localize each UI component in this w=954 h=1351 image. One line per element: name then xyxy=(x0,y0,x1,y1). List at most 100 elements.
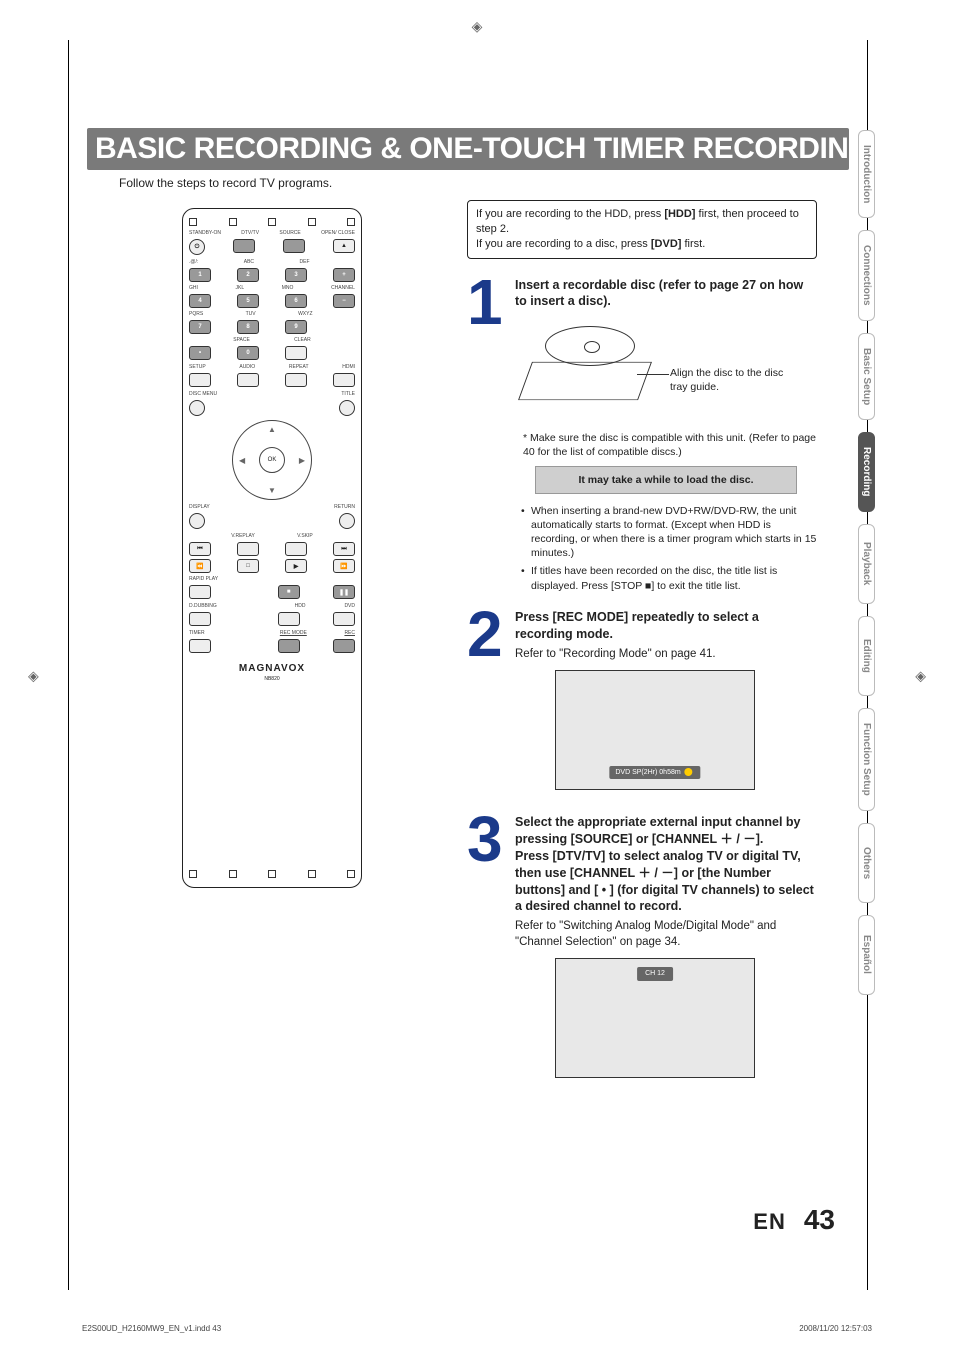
label-hdmi: HDMI xyxy=(342,364,355,370)
step-3-subtext: Refer to "Switching Analog Mode/Digital … xyxy=(515,919,817,950)
side-tab-connections[interactable]: Connections xyxy=(858,230,875,321)
rec-mode-button[interactable] xyxy=(278,639,300,653)
nav-right-icon: ▶ xyxy=(299,456,305,465)
load-delay-note: It may take a while to load the disc. xyxy=(535,466,797,494)
ff-button[interactable]: ⏩ xyxy=(333,559,355,573)
ok-button[interactable]: OK xyxy=(259,447,285,473)
section-title-band: BASIC RECORDING & ONE-TOUCH TIMER RECORD… xyxy=(87,128,849,170)
disc-menu-button[interactable] xyxy=(189,400,205,416)
num-2-button[interactable]: 2 xyxy=(237,268,259,282)
step-3-heading: Select the appropriate external input ch… xyxy=(515,814,817,915)
open-close-button[interactable]: ▲ xyxy=(333,239,355,253)
label-ghi: GHI xyxy=(189,285,198,291)
dvd-button[interactable] xyxy=(333,612,355,626)
return-button[interactable] xyxy=(339,513,355,529)
clear-button[interactable] xyxy=(285,346,307,360)
num-8-button[interactable]: 8 xyxy=(237,320,259,334)
label-channel: CHANNEL xyxy=(331,285,355,291)
num-1-button[interactable]: 1 xyxy=(189,268,211,282)
nav-left-icon: ◀ xyxy=(239,456,245,465)
skip-fwd-button[interactable]: ⏭ xyxy=(333,542,355,556)
step-1: 1 Insert a recordable disc (refer to pag… xyxy=(467,277,817,597)
rew-button[interactable]: ⏪ xyxy=(189,559,211,573)
step-1-bullet-2: If titles have been recorded on the disc… xyxy=(521,564,817,592)
step-1-number: 1 xyxy=(467,277,515,597)
step-3-number: 3 xyxy=(467,814,515,1090)
label-audio: AUDIO xyxy=(239,364,255,370)
label-jkl: JKL xyxy=(236,285,245,291)
rapid-play-button[interactable] xyxy=(189,585,211,599)
stop-button[interactable]: ■ xyxy=(278,585,300,599)
label-wxyz: WXYZ xyxy=(298,311,312,317)
remote-model: NB820 xyxy=(189,676,355,682)
label-rec: REC xyxy=(344,630,355,636)
infobox-dvd-bold: [DVD] xyxy=(651,238,682,250)
nav-up-icon: ▲ xyxy=(268,425,276,434)
section-title: BASIC RECORDING & ONE-TOUCH TIMER RECORD… xyxy=(95,132,841,166)
label-dtvtv: DTV/TV xyxy=(241,230,259,236)
vskip-button[interactable] xyxy=(285,542,307,556)
side-tab-others[interactable]: Others xyxy=(858,823,875,903)
infobox-line2-post: first. xyxy=(681,238,705,250)
dtvtv-button[interactable] xyxy=(233,239,255,253)
side-tab-introduction[interactable]: Introduction xyxy=(858,130,875,218)
print-meta-file: E2S00UD_H2160MW9_EN_v1.indd 43 xyxy=(82,1324,221,1333)
num-7-button[interactable]: 7 xyxy=(189,320,211,334)
cropmark-left: ◈ xyxy=(28,667,39,684)
display-button[interactable] xyxy=(189,513,205,529)
label-def: DEF xyxy=(300,259,310,265)
disc-caption: Align the disc to the disc tray guide. xyxy=(670,366,790,394)
label-pqrs: PQRS xyxy=(189,311,203,317)
side-tab-español[interactable]: Español xyxy=(858,915,875,995)
pause-button[interactable]: ❚❚ xyxy=(333,585,355,599)
side-tab-playback[interactable]: Playback xyxy=(858,524,875,604)
label-hdd: HDD xyxy=(295,603,306,609)
side-tab-strip: Introduction Connections Basic Setup Record… xyxy=(858,130,875,995)
dot-button[interactable]: • xyxy=(189,346,211,360)
side-tab-recording[interactable]: Recording xyxy=(858,432,875,512)
setup-button[interactable] xyxy=(189,373,211,387)
infobox-line1-pre: If you are recording to the HDD, press xyxy=(476,208,664,220)
ch-up-button[interactable]: + xyxy=(333,268,355,282)
label-return: RETURN xyxy=(334,504,355,510)
channel-screen: CH 12 xyxy=(555,958,755,1078)
side-tab-function-setup[interactable]: Function Setup xyxy=(858,708,875,811)
rec-button[interactable] xyxy=(333,639,355,653)
repeat-button[interactable] xyxy=(285,373,307,387)
hdmi-button[interactable] xyxy=(333,373,355,387)
remote-column: STANDBY-ON DTV/TV SOURCE OPEN/ CLOSE ⏻ ▲… xyxy=(87,200,457,1102)
num-9-button[interactable]: 9 xyxy=(285,320,307,334)
label-repeat: REPEAT xyxy=(289,364,309,370)
rec-mode-osd-strip: DVD SP(2Hr) 0h58m xyxy=(609,766,700,779)
label-source: SOURCE xyxy=(279,230,300,236)
source-button[interactable] xyxy=(283,239,305,253)
skip-back-button[interactable]: ⏮ xyxy=(189,542,211,556)
side-tab-editing[interactable]: Editing xyxy=(858,616,875,696)
timer-button[interactable] xyxy=(189,639,211,653)
infobox-line2-pre: If you are recording to a disc, press xyxy=(476,238,651,250)
label-vreplay: V.REPLAY xyxy=(231,533,255,539)
hdd-button[interactable] xyxy=(278,612,300,626)
nav-down-icon: ▼ xyxy=(268,486,276,495)
num-4-button[interactable]: 4 xyxy=(189,294,211,308)
print-metadata: E2S00UD_H2160MW9_EN_v1.indd 43 2008/11/2… xyxy=(82,1324,872,1333)
standby-button[interactable]: ⏻ xyxy=(189,239,205,255)
media-select-info-box: If you are recording to the HDD, press [… xyxy=(467,200,817,259)
page-footer: EN 43 xyxy=(753,1204,835,1236)
disc-status-icon xyxy=(685,768,693,776)
step-3: 3 Select the appropriate external input … xyxy=(467,814,817,1090)
label-openclose: OPEN/ CLOSE xyxy=(321,230,355,236)
num-3-button[interactable]: 3 xyxy=(285,268,307,282)
play-button[interactable]: ▶ xyxy=(285,559,307,573)
num-0-button[interactable]: 0 xyxy=(237,346,259,360)
stop2-button[interactable]: □ xyxy=(237,559,259,573)
num-6-button[interactable]: 6 xyxy=(285,294,307,308)
num-5-button[interactable]: 5 xyxy=(237,294,259,308)
ch-down-button[interactable]: − xyxy=(333,294,355,308)
vreplay-button[interactable] xyxy=(237,542,259,556)
navigation-pad[interactable]: ▲ ▼ ◀ ▶ OK xyxy=(232,420,312,500)
audio-button[interactable] xyxy=(237,373,259,387)
title-button[interactable] xyxy=(339,400,355,416)
ddubbing-button[interactable] xyxy=(189,612,211,626)
side-tab-basic-setup[interactable]: Basic Setup xyxy=(858,333,875,420)
